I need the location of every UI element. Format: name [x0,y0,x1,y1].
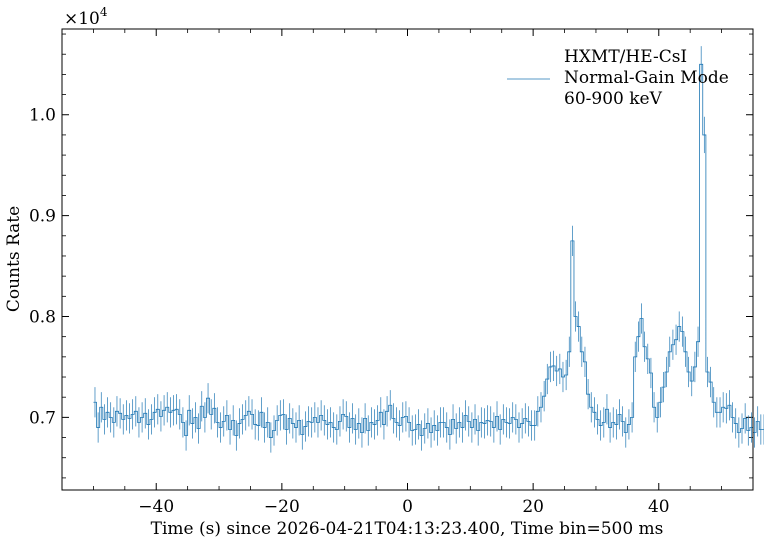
legend-line-text: 60-900 keV [564,89,663,109]
plot-frame [61,28,754,491]
y-tick-label: 1.0 [29,106,56,126]
y-multiplier-exponent: 4 [100,5,108,19]
error-bars [94,46,764,453]
x-tick-label: −40 [138,497,174,517]
legend-text: HXMT/HE-CsI Normal-Gain Mode 60-900 keV [564,47,729,109]
y-tick-label: 0.8 [29,307,56,327]
legend: HXMT/HE-CsI Normal-Gain Mode 60-900 keV [507,47,729,109]
x-axis-label: Time (s) since 2026-04-21T04:13:23.400, … [151,519,664,539]
y-axis-label: Counts Rate [4,206,24,312]
y-tick-marks [62,33,753,479]
x-tick-label: −20 [264,497,300,517]
legend-line-text: Normal-Gain Mode [564,68,729,88]
y-tick-label: 0.7 [29,408,56,428]
y-multiplier-base: ×10 [64,9,100,29]
y-tick-label: 0.9 [29,207,56,227]
x-tick-labels: −40 −20 0 20 40 [138,497,669,517]
series-step-line [93,63,764,438]
x-tick-label: 20 [522,497,544,517]
x-tick-label: 0 [402,497,413,517]
x-tick-marks [93,29,722,490]
legend-line-text: HXMT/HE-CsI [564,47,687,67]
x-tick-label: 40 [648,497,670,517]
y-multiplier-label: ×104 [64,5,108,29]
y-tick-labels: 0.7 0.8 0.9 1.0 [29,106,56,429]
